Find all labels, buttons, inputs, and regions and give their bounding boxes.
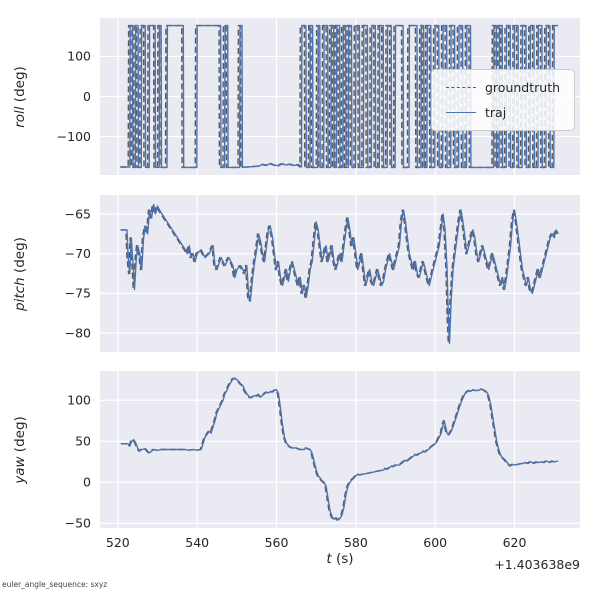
yaw-axis-label: yaw (deg)	[2, 371, 38, 528]
svg-text:−70: −70	[65, 246, 91, 261]
pitch-axis-label-var: pitch	[12, 276, 28, 311]
svg-text:0: 0	[83, 89, 91, 104]
svg-text:580: 580	[344, 535, 368, 550]
x-axis-label-unit: (s)	[336, 551, 354, 567]
svg-text:0: 0	[83, 475, 91, 490]
svg-text:520: 520	[106, 535, 130, 550]
legend-item-traj: traj	[446, 105, 560, 120]
yaw-axis-label-unit: (deg)	[12, 415, 28, 452]
yaw-axis-label-var: yaw	[12, 455, 28, 484]
legend-label-traj: traj	[485, 105, 507, 120]
x-axis-offset-text: +1.403638e9	[494, 557, 580, 572]
svg-text:−75: −75	[65, 286, 91, 301]
legend: groundtruth traj	[431, 69, 576, 131]
legend-item-groundtruth: groundtruth	[446, 80, 560, 95]
svg-text:560: 560	[265, 535, 289, 550]
yaw-subplot: −50 0 50 100 520 540 560 580 600 620	[65, 371, 580, 550]
svg-text:−65: −65	[65, 206, 91, 221]
svg-text:−100: −100	[57, 129, 91, 144]
x-axis-label-var: t	[326, 551, 332, 567]
euler-sequence-note: euler_angle_sequence: sxyz	[2, 580, 108, 589]
svg-text:−50: −50	[65, 516, 91, 531]
traj-line-sample-icon	[446, 112, 476, 113]
svg-text:620: 620	[503, 535, 527, 550]
svg-text:50: 50	[75, 434, 91, 449]
roll-axis-label: roll (deg)	[2, 18, 38, 175]
svg-text:100: 100	[67, 393, 91, 408]
svg-text:600: 600	[423, 535, 447, 550]
roll-axis-label-unit: (deg)	[12, 65, 28, 102]
legend-label-groundtruth: groundtruth	[485, 80, 561, 95]
pitch-axis-label: pitch (deg)	[2, 195, 38, 352]
svg-text:540: 540	[185, 535, 209, 550]
x-axis-label: t (s)	[100, 551, 580, 567]
groundtruth-line-sample-icon	[446, 87, 476, 88]
svg-text:100: 100	[67, 49, 91, 64]
pitch-subplot: −65 −70 −75 −80	[65, 195, 580, 352]
pitch-axis-label-unit: (deg)	[12, 236, 28, 273]
roll-axis-label-var: roll	[12, 105, 28, 128]
svg-text:−80: −80	[65, 325, 91, 340]
